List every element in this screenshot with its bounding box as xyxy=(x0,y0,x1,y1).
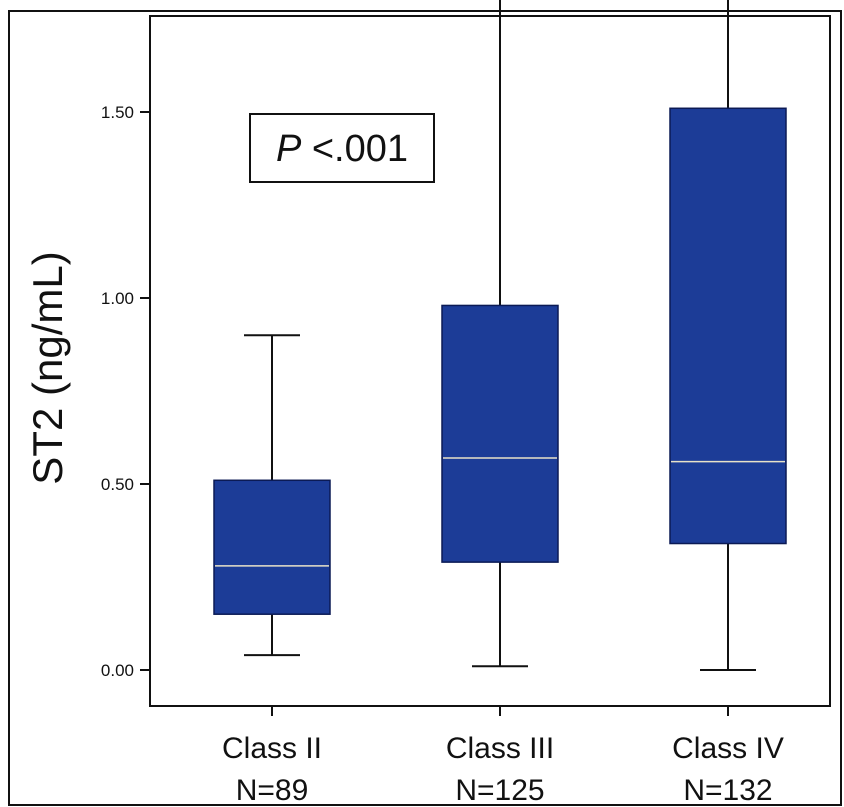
p-value-text: P <.001 xyxy=(276,128,408,170)
box-2 xyxy=(441,0,559,668)
y-tick-label: 1.00 xyxy=(101,289,134,308)
p-value-box xyxy=(249,113,435,183)
y-tick-label: 0.50 xyxy=(101,475,134,494)
x-category-count: N=89 xyxy=(236,774,309,807)
y-axis-label: ST2 (ng/mL) xyxy=(24,251,71,484)
box-3 xyxy=(669,0,787,671)
interquartile-box xyxy=(213,479,331,615)
x-category-label: Class IV xyxy=(672,732,784,765)
y-tick-label: 0.00 xyxy=(101,661,134,680)
outer-frame xyxy=(8,10,842,806)
p-value-prefix: P xyxy=(276,128,302,170)
box-series xyxy=(213,0,787,671)
x-axis: Class II N=89 Class III N=125 Class IV N=132 xyxy=(222,706,784,807)
interquartile-box xyxy=(669,107,787,545)
p-value-value: <.001 xyxy=(301,128,408,170)
y-axis: 0.000.501.001.502.002.503.003.50 xyxy=(101,103,150,680)
x-category-label: Class III xyxy=(446,732,554,765)
x-category-count: N=125 xyxy=(455,774,544,807)
x-category-count: N=132 xyxy=(683,774,772,807)
p-value-annotation: P <.001 xyxy=(249,113,435,183)
x-category-label: Class II xyxy=(222,732,322,765)
box-1 xyxy=(213,334,331,657)
y-tick-label: 1.50 xyxy=(101,103,134,122)
interquartile-box xyxy=(441,304,559,563)
